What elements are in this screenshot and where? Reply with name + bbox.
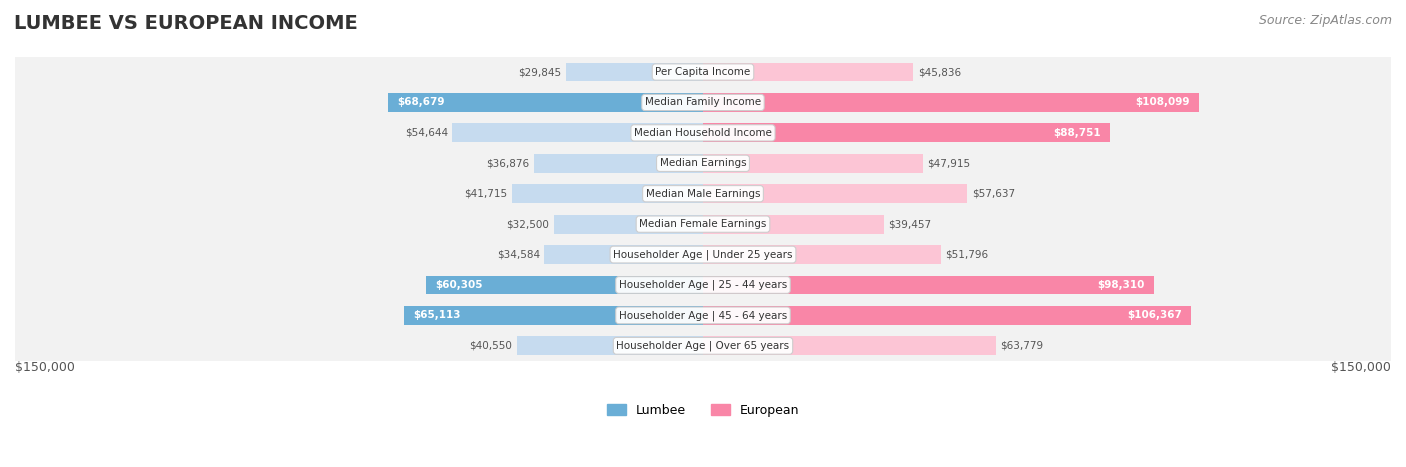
Text: Householder Age | Over 65 years: Householder Age | Over 65 years xyxy=(616,340,790,351)
Text: $60,305: $60,305 xyxy=(436,280,484,290)
Bar xyxy=(703,245,941,264)
Text: $65,113: $65,113 xyxy=(413,311,461,320)
Text: $39,457: $39,457 xyxy=(889,219,932,229)
Bar xyxy=(405,306,703,325)
Bar xyxy=(703,154,922,173)
Bar xyxy=(517,336,703,355)
Bar xyxy=(703,63,914,81)
Text: Per Capita Income: Per Capita Income xyxy=(655,67,751,77)
Bar xyxy=(544,245,703,264)
Text: Median Earnings: Median Earnings xyxy=(659,158,747,168)
Bar xyxy=(512,184,703,203)
Bar xyxy=(554,215,703,234)
Text: $40,550: $40,550 xyxy=(470,341,512,351)
Bar xyxy=(703,276,1154,294)
Text: $54,644: $54,644 xyxy=(405,128,447,138)
Text: Householder Age | 25 - 44 years: Householder Age | 25 - 44 years xyxy=(619,280,787,290)
Bar xyxy=(15,209,1391,240)
Text: $34,584: $34,584 xyxy=(496,249,540,260)
Bar xyxy=(453,123,703,142)
Bar xyxy=(426,276,703,294)
Bar xyxy=(567,63,703,81)
Bar xyxy=(703,336,995,355)
Text: $106,367: $106,367 xyxy=(1126,311,1181,320)
Legend: Lumbee, European: Lumbee, European xyxy=(602,399,804,422)
Text: $150,000: $150,000 xyxy=(1331,361,1391,374)
Bar xyxy=(15,57,1391,87)
Bar xyxy=(15,87,1391,118)
Bar xyxy=(15,300,1391,331)
Text: Median Male Earnings: Median Male Earnings xyxy=(645,189,761,199)
Bar xyxy=(15,331,1391,361)
Text: $150,000: $150,000 xyxy=(15,361,75,374)
Text: $36,876: $36,876 xyxy=(486,158,529,168)
Text: $98,310: $98,310 xyxy=(1097,280,1144,290)
Bar xyxy=(703,184,967,203)
Text: $63,779: $63,779 xyxy=(1000,341,1043,351)
Text: Source: ZipAtlas.com: Source: ZipAtlas.com xyxy=(1258,14,1392,27)
Text: Householder Age | Under 25 years: Householder Age | Under 25 years xyxy=(613,249,793,260)
Bar xyxy=(15,270,1391,300)
Text: Median Household Income: Median Household Income xyxy=(634,128,772,138)
Text: $51,796: $51,796 xyxy=(945,249,988,260)
Text: $29,845: $29,845 xyxy=(519,67,561,77)
Bar xyxy=(15,118,1391,148)
Bar xyxy=(388,93,703,112)
Bar xyxy=(703,123,1111,142)
Bar xyxy=(703,93,1199,112)
Text: LUMBEE VS EUROPEAN INCOME: LUMBEE VS EUROPEAN INCOME xyxy=(14,14,357,33)
Bar xyxy=(534,154,703,173)
Text: $41,715: $41,715 xyxy=(464,189,508,199)
Bar xyxy=(15,148,1391,178)
Text: $108,099: $108,099 xyxy=(1135,98,1189,107)
Bar xyxy=(703,215,884,234)
Text: Median Female Earnings: Median Female Earnings xyxy=(640,219,766,229)
Bar xyxy=(15,240,1391,270)
Bar xyxy=(15,178,1391,209)
Bar xyxy=(703,306,1191,325)
Text: $32,500: $32,500 xyxy=(506,219,550,229)
Text: $88,751: $88,751 xyxy=(1053,128,1101,138)
Text: $57,637: $57,637 xyxy=(972,189,1015,199)
Text: $68,679: $68,679 xyxy=(396,98,444,107)
Text: $47,915: $47,915 xyxy=(928,158,970,168)
Text: Householder Age | 45 - 64 years: Householder Age | 45 - 64 years xyxy=(619,310,787,321)
Text: $45,836: $45,836 xyxy=(918,67,960,77)
Text: Median Family Income: Median Family Income xyxy=(645,98,761,107)
